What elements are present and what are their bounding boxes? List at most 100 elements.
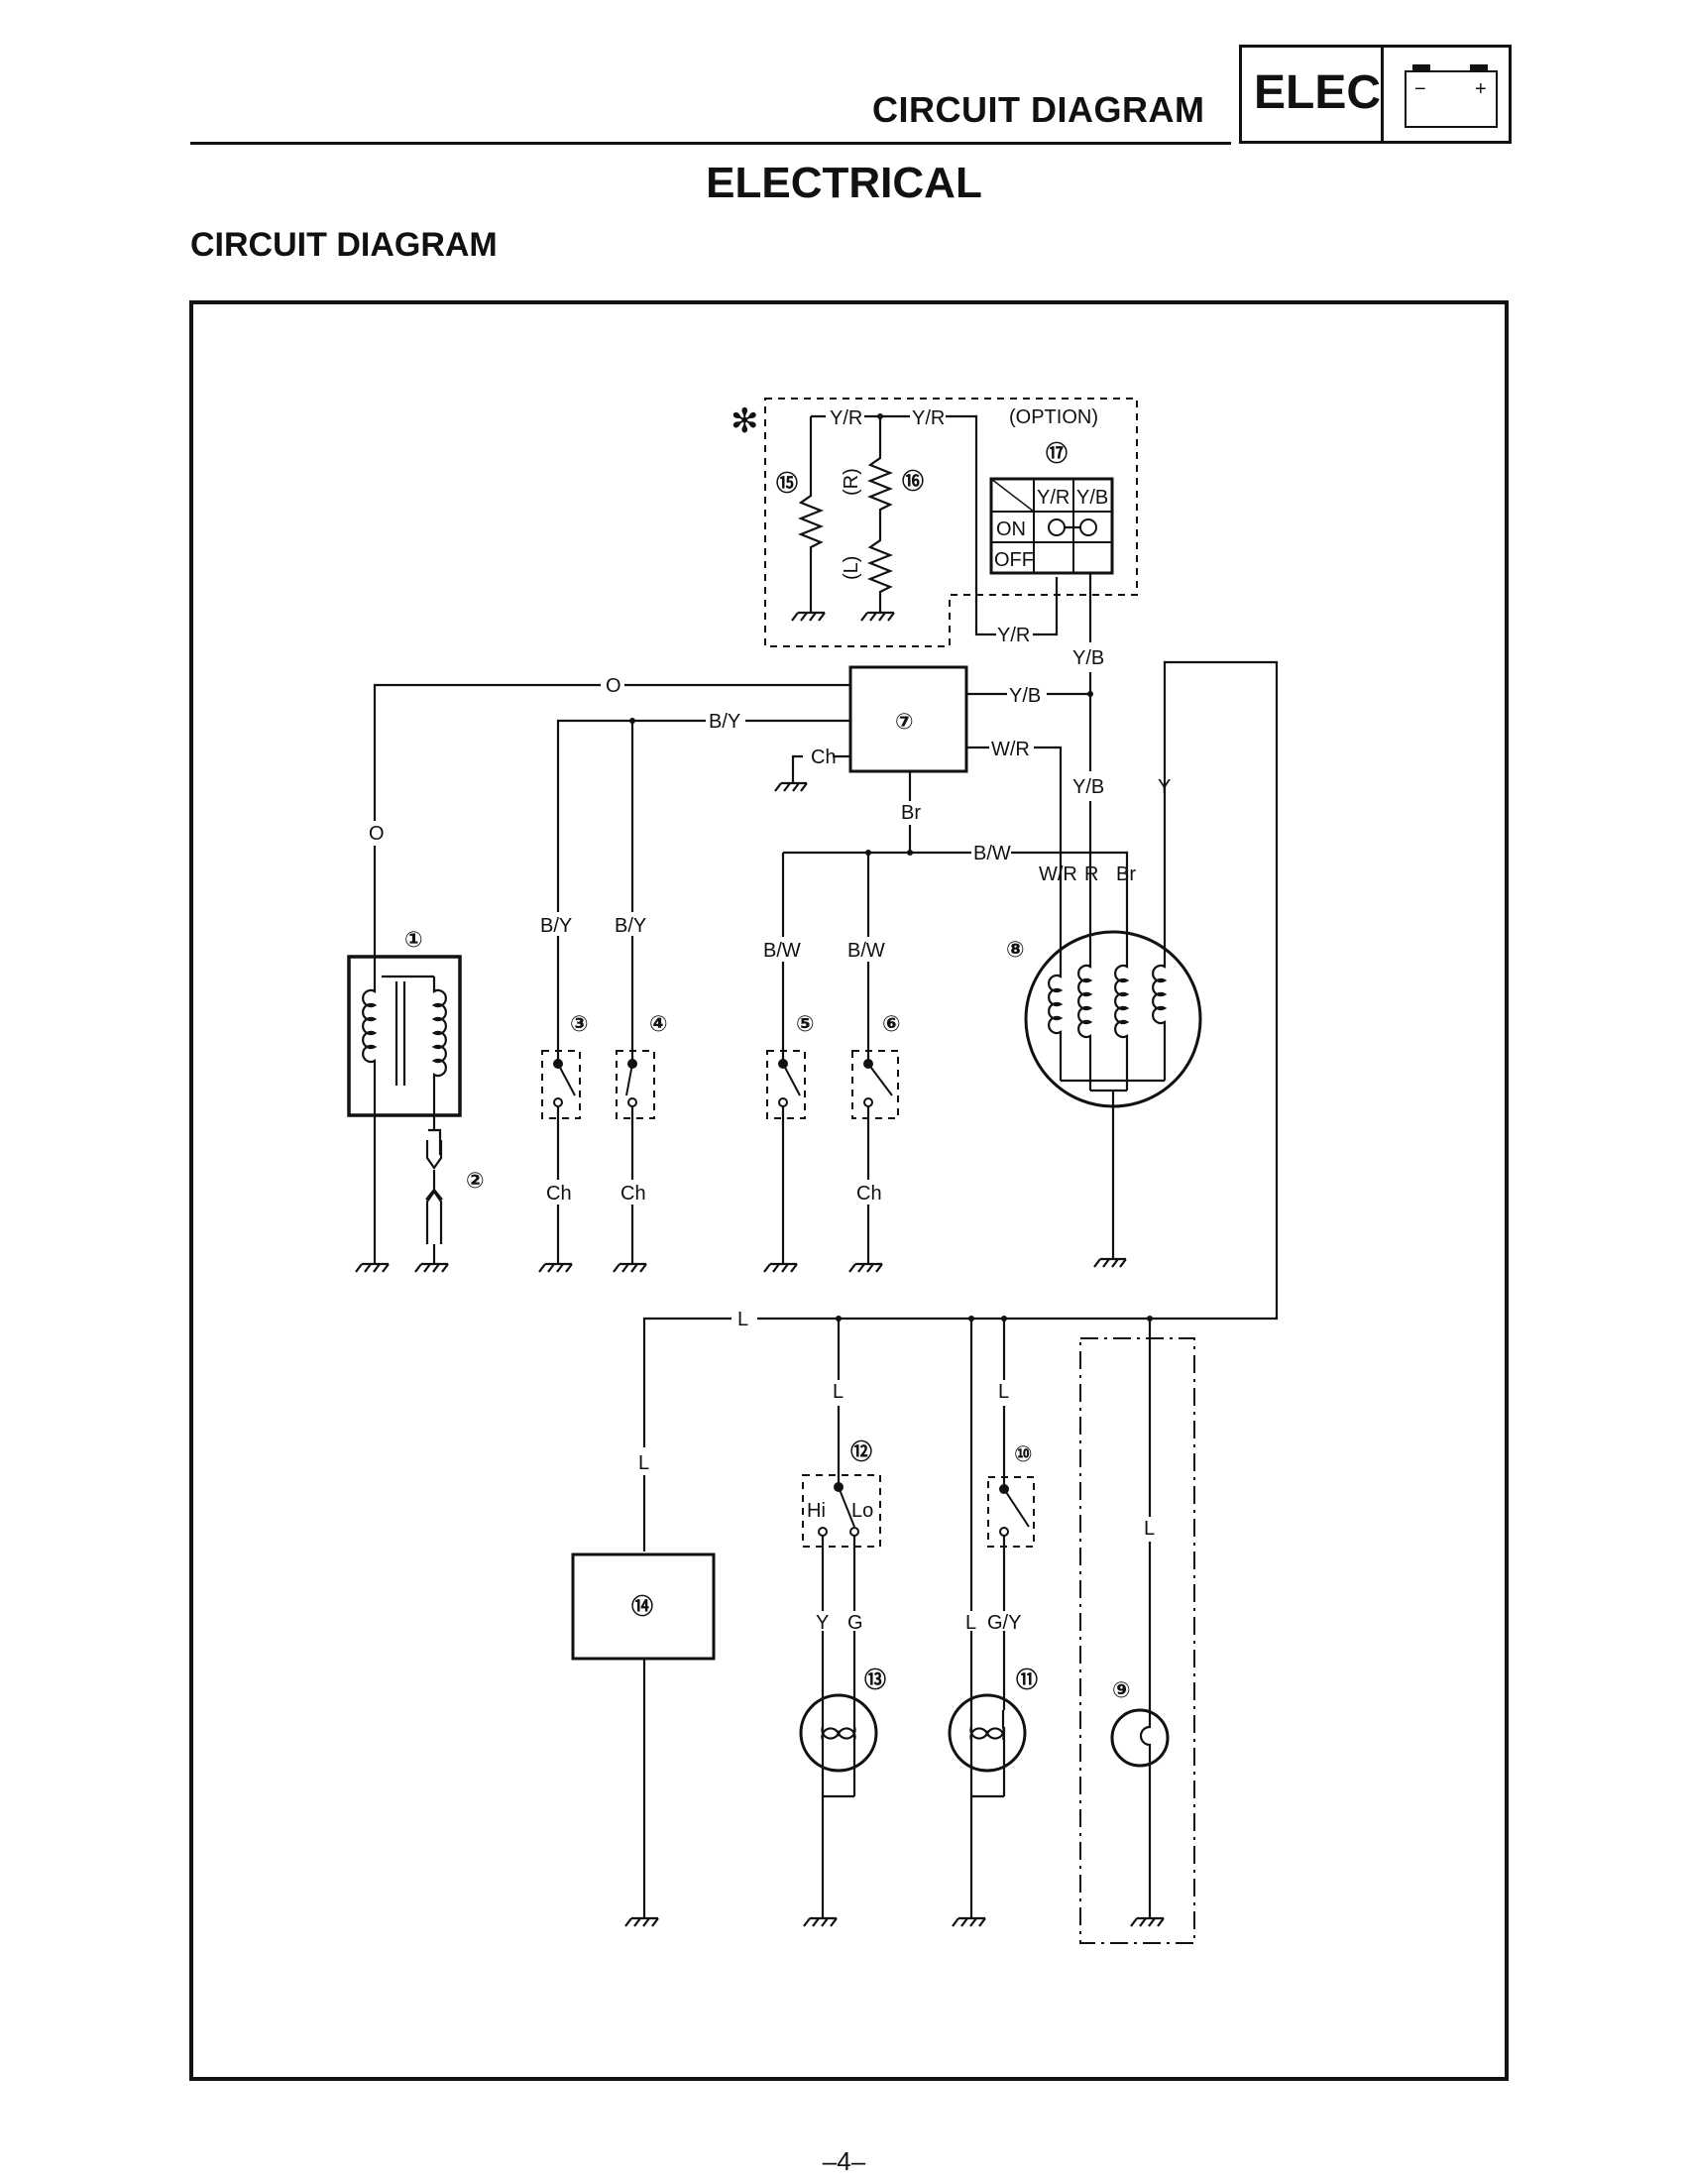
ground-9 [1130,1916,1165,1927]
label-lo: Lo [851,1500,873,1522]
wire-o [373,683,850,977]
resistor-16 [867,416,893,613]
ground-13 [803,1916,838,1927]
header-rule [190,142,1231,145]
battery-minus: − [1414,78,1426,100]
switch-5 [766,1050,806,1264]
num-3: ③ [570,1011,589,1036]
wire-bw-bus [783,851,1129,864]
num-17: ⑰ [1046,441,1068,466]
label-hi: Hi [807,1500,826,1522]
lamp-9 [1110,1708,1170,1768]
label-ch-7: Ch [811,747,837,768]
label-o-1: O [606,675,621,697]
label-y-13: Y [816,1612,829,1634]
table-hdr-yb: Y/B [1076,487,1108,509]
switch-table-17 [989,477,1114,575]
num-5: ⑤ [796,1011,815,1036]
switch-3 [541,1050,581,1264]
lamp-11-filament [969,1710,1006,1798]
label-l-14: L [638,1452,649,1474]
switch-12 [802,1474,881,1548]
spark-arrow-up [425,1190,443,1244]
label-o-2: O [369,823,385,845]
option-label: (OPTION) [1009,406,1098,428]
magneto-coils [1048,947,1168,1259]
label-l-bus: L [737,1309,748,1330]
label-g-13: G [847,1612,863,1634]
switch-6 [851,1050,899,1264]
ground-16 [860,611,895,622]
battery-plus: + [1475,78,1487,100]
wire-wr-from-7 [966,746,1063,853]
label-l-12: L [833,1381,844,1403]
page-title: ELECTRICAL [706,159,982,207]
ground-1 [355,1262,390,1273]
label-y: Y [1158,776,1171,798]
wire-by [556,719,850,1061]
grounds-switches [538,1262,883,1273]
battery-icon: − + [1405,64,1498,128]
wire-l-bus [642,1317,1011,1552]
lamp-13 [799,1693,878,1773]
junction-by [629,718,635,724]
option-asterisk: ✻ [731,402,759,440]
num-8: ⑧ [1006,937,1025,962]
num-12: ⑫ [850,1439,872,1464]
label-l-10: L [998,1381,1009,1403]
label-yr-3: Y/R [997,625,1030,646]
num-11: ⑪ [1016,1667,1038,1692]
label-yr-1: Y/R [830,407,862,429]
spark-arrow-down [425,1140,443,1170]
table-row-on: ON [996,518,1026,540]
coil-windings [362,975,447,1091]
label-yb-2: Y/B [1072,776,1104,798]
elec-badge: ELEC − + [1239,45,1512,144]
num-13: ⑬ [864,1667,886,1692]
section-title: CIRCUIT DIAGRAM [872,89,1205,130]
label-ch-6: Ch [856,1183,882,1205]
label-r-side: (R) [841,468,862,496]
label-yb-1: Y/B [1072,647,1104,669]
label-wr-2: W/R [1039,863,1077,885]
wire-y [1011,660,1279,1321]
num-6: ⑥ [882,1011,901,1036]
label-by-3: B/Y [615,915,646,937]
ignition-coil-1 [347,955,462,1117]
label-l-9: L [1144,1518,1155,1540]
ground-15 [791,611,826,622]
label-l-side: (L) [841,556,862,580]
ground-7 [774,781,808,792]
junction-br [907,850,913,856]
label-bw-1: B/W [973,843,1011,864]
ground-11 [952,1916,986,1927]
table-hdr-yr: Y/R [1037,487,1069,509]
switch-4 [616,1050,655,1264]
num-4: ④ [649,1011,668,1036]
num-7: ⑦ [895,709,914,734]
wire-yr-top [811,414,996,636]
num-16: ⑯ [902,469,924,494]
num-2: ② [466,1168,485,1193]
num-1: ① [404,927,423,952]
spark-plug-2 [425,1091,443,1201]
num-14: ⑭ [631,1594,653,1619]
diagram-frame [189,300,1509,2081]
label-yr-2: Y/R [912,407,945,429]
ground-14 [624,1916,659,1927]
label-br-1: Br [901,802,921,824]
label-bw-3: B/W [847,940,885,962]
num-10: ⑩ [1014,1441,1033,1466]
junction-yb [1087,691,1093,697]
lamp-11 [948,1693,1027,1773]
wire-ch-7 [791,754,850,783]
label-l-11: L [965,1612,976,1634]
label-r: R [1084,863,1098,885]
label-gy-11: G/Y [987,1612,1021,1634]
label-by-2: B/Y [540,915,572,937]
label-by-1: B/Y [709,711,740,733]
wire-bw-5-6 [781,853,870,1061]
num-15: ⑮ [776,471,798,496]
label-wr-1: W/R [991,739,1030,760]
